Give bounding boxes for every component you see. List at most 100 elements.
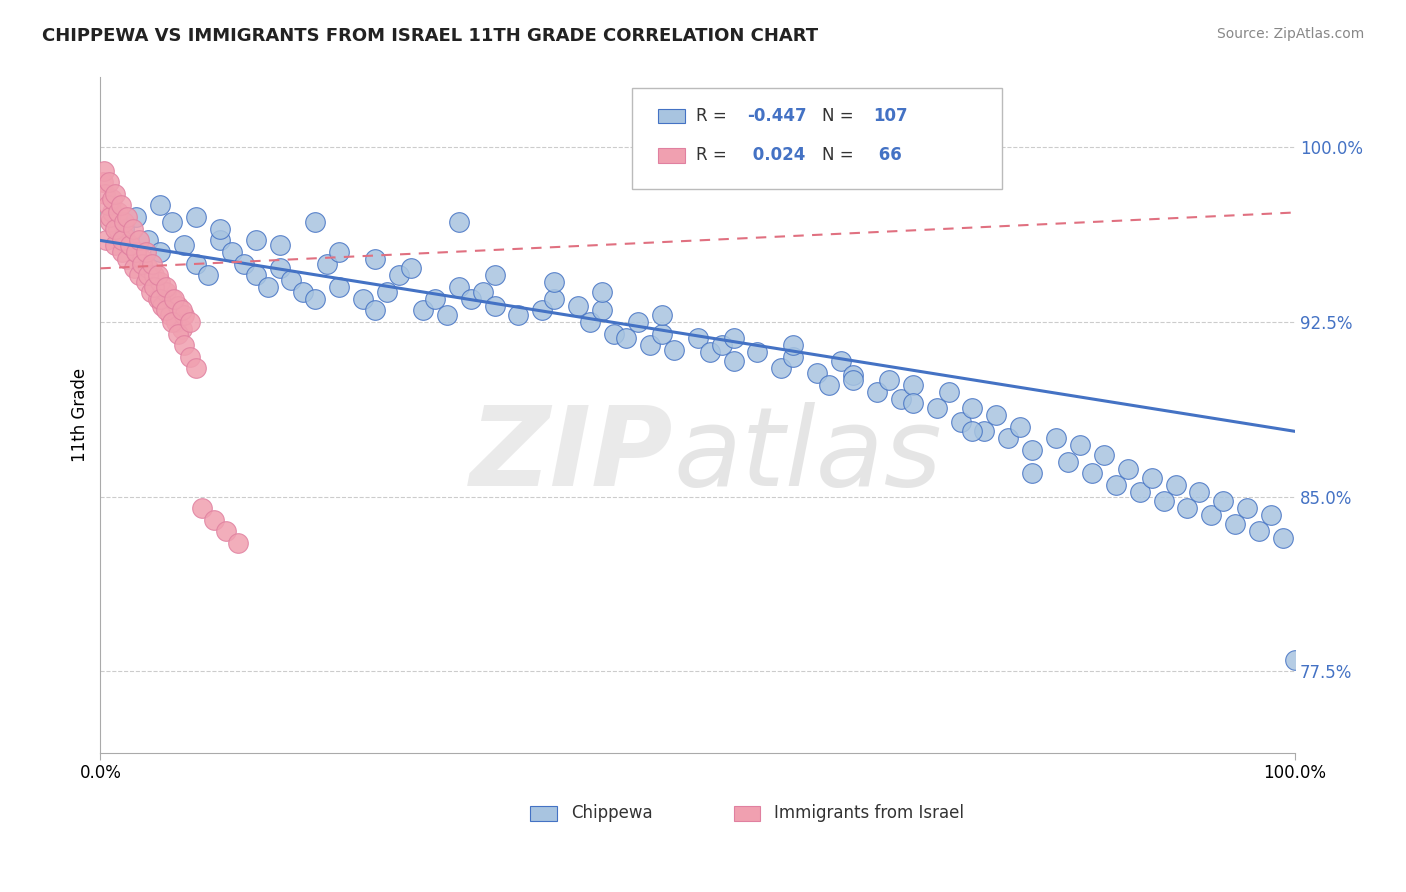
Point	[128, 234, 150, 248]
Point	[352, 292, 374, 306]
Point	[98, 210, 121, 224]
Point	[112, 221, 135, 235]
Point	[101, 192, 124, 206]
Point	[179, 315, 201, 329]
Point	[710, 338, 733, 352]
Point	[149, 276, 172, 290]
Point	[121, 221, 143, 235]
Point	[107, 205, 129, 219]
Point	[115, 252, 138, 266]
Y-axis label: 11th Grade: 11th Grade	[72, 368, 89, 462]
Point	[1069, 438, 1091, 452]
Point	[973, 425, 995, 439]
Point	[160, 315, 183, 329]
Point	[232, 257, 254, 271]
Point	[245, 268, 267, 283]
Point	[155, 285, 177, 299]
Point	[304, 292, 326, 306]
Point	[256, 280, 278, 294]
Point	[269, 261, 291, 276]
Text: ZIP: ZIP	[470, 402, 673, 509]
Point	[842, 368, 865, 383]
Point	[1284, 652, 1306, 666]
Point	[436, 308, 458, 322]
Point	[1188, 484, 1211, 499]
Point	[662, 343, 685, 357]
Point	[1010, 419, 1032, 434]
Point	[591, 303, 613, 318]
Point	[830, 354, 852, 368]
Point	[170, 303, 193, 318]
Point	[1249, 524, 1271, 539]
Point	[579, 315, 602, 329]
Text: atlas: atlas	[673, 402, 942, 509]
Point	[890, 392, 912, 406]
Point	[101, 205, 124, 219]
Point	[770, 361, 793, 376]
Point	[165, 315, 187, 329]
Text: 0.024: 0.024	[747, 146, 806, 164]
Point	[806, 366, 828, 380]
Point	[135, 245, 157, 260]
Point	[94, 186, 117, 201]
Point	[128, 268, 150, 283]
Point	[1164, 478, 1187, 492]
Point	[208, 234, 231, 248]
Point	[471, 285, 494, 299]
Point	[141, 257, 163, 271]
Point	[98, 215, 121, 229]
Point	[184, 257, 207, 271]
Point	[723, 331, 745, 345]
Point	[215, 524, 238, 539]
Point	[115, 210, 138, 224]
Point	[399, 261, 422, 276]
Point	[120, 238, 142, 252]
Point	[627, 315, 650, 329]
Point	[91, 175, 114, 189]
Point	[1045, 431, 1067, 445]
Text: Chippewa: Chippewa	[571, 805, 652, 822]
Point	[202, 513, 225, 527]
Point	[191, 501, 214, 516]
Point	[686, 331, 709, 345]
Point	[136, 234, 159, 248]
Point	[163, 292, 186, 306]
Point	[125, 245, 148, 260]
Text: Immigrants from Israel: Immigrants from Israel	[775, 805, 965, 822]
Point	[160, 215, 183, 229]
Point	[328, 245, 350, 260]
Point	[447, 280, 470, 294]
Point	[159, 308, 181, 322]
Point	[184, 361, 207, 376]
Point	[877, 373, 900, 387]
Point	[412, 303, 434, 318]
Point	[484, 299, 506, 313]
FancyBboxPatch shape	[631, 87, 1002, 189]
Point	[139, 285, 162, 299]
Point	[97, 175, 120, 189]
Point	[149, 292, 172, 306]
Polygon shape	[734, 806, 759, 821]
Point	[1272, 532, 1295, 546]
Point	[131, 252, 153, 266]
Point	[651, 308, 673, 322]
Point	[226, 536, 249, 550]
Point	[1260, 508, 1282, 523]
Point	[1057, 455, 1080, 469]
Point	[484, 268, 506, 283]
Point	[614, 331, 637, 345]
Point	[938, 384, 960, 399]
Point	[143, 280, 166, 294]
Point	[962, 401, 984, 415]
Point	[112, 228, 135, 243]
Polygon shape	[530, 806, 557, 821]
Point	[1105, 478, 1128, 492]
Point	[651, 326, 673, 341]
Text: -0.447: -0.447	[747, 107, 806, 125]
Polygon shape	[658, 109, 685, 123]
Point	[245, 234, 267, 248]
Point	[170, 322, 193, 336]
Point	[155, 280, 177, 294]
Point	[173, 238, 195, 252]
Point	[179, 350, 201, 364]
